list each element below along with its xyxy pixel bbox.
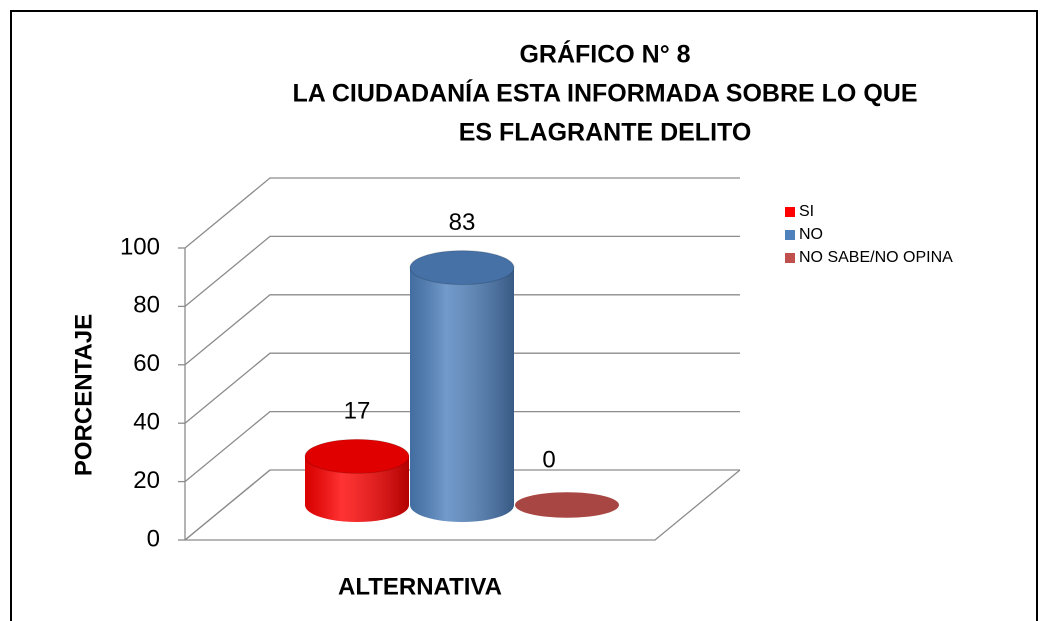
cylinder-shade	[410, 267, 514, 522]
cylinder-shade	[305, 456, 409, 522]
y-tick-label: 60	[133, 350, 160, 377]
grid-line	[184, 177, 740, 249]
data-label: 83	[449, 209, 476, 236]
grid-line	[184, 235, 740, 307]
y-tick-label: 80	[133, 292, 160, 319]
y-tick-label: 40	[133, 409, 160, 436]
title-line: GRÁFICO N° 8	[519, 40, 690, 69]
legend-label: NO SABE/NO OPINA	[799, 249, 953, 266]
cylinder-top-shade	[305, 439, 409, 474]
data-label: 0	[542, 446, 555, 473]
legend-swatch	[785, 253, 795, 263]
title: GRÁFICO N° 8 LA CIUDADANÍA ESTA INFORMADA…	[293, 40, 918, 147]
legend-label: NO	[799, 226, 823, 243]
legend-swatch	[785, 207, 795, 217]
y-tick-label: 20	[133, 467, 160, 494]
cylinder	[515, 492, 619, 518]
cylinder-top-shade	[410, 250, 514, 285]
frame	[10, 10, 1038, 621]
title-line: LA CIUDADANÍA ESTA INFORMADA SOBRE LO QU…	[293, 79, 918, 108]
cylinder-top	[409, 250, 515, 286]
grid-line	[184, 352, 740, 424]
grid-line	[184, 294, 740, 366]
legend-swatch	[785, 230, 795, 240]
x-axis-label: ALTERNATIVA	[338, 573, 502, 600]
y-axis-label: PORCENTAJE	[70, 314, 97, 476]
title-line: ES FLAGRANTE DELITO	[459, 119, 752, 147]
grid-line	[184, 410, 740, 483]
grid-line	[184, 469, 740, 541]
y-tick-label: 0	[147, 525, 160, 552]
cylinder-top	[304, 438, 410, 474]
legend-label: SI	[799, 203, 814, 220]
y-tick-label: 100	[120, 233, 160, 260]
data-label: 17	[344, 398, 371, 425]
cylinder-shade	[515, 492, 619, 518]
